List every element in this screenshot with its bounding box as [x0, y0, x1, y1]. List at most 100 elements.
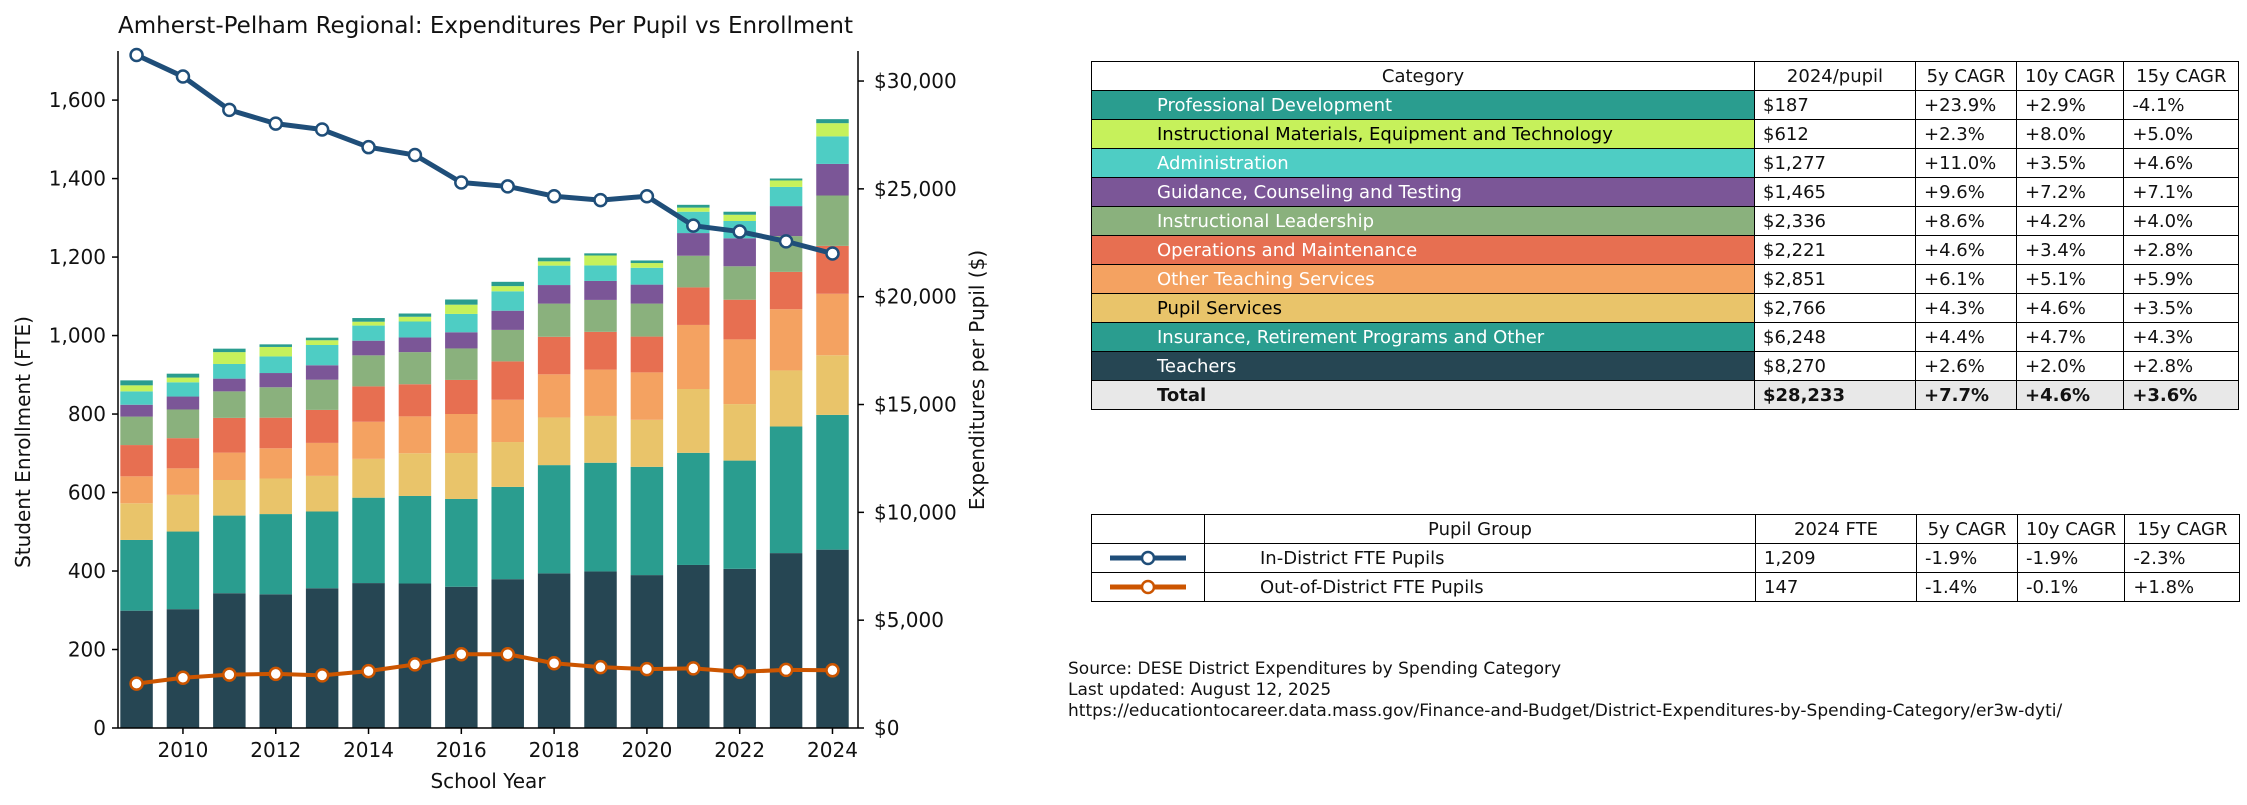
bar-segment [120, 476, 153, 504]
bar-segment [677, 287, 710, 325]
category-name: Guidance, Counseling and Testing [1091, 177, 1755, 207]
category-name: Operations and Maintenance [1091, 235, 1755, 265]
line-point [546, 188, 562, 204]
bar-segment [677, 452, 710, 565]
y-tick-label: 1,600 [49, 88, 106, 112]
bar-segment [398, 495, 432, 584]
y2-tick-label: $25,000 [874, 177, 957, 201]
bar-segment [213, 479, 246, 516]
per-pupil-value: $1,465 [1754, 177, 1916, 207]
bars-layer [120, 119, 849, 728]
bar-segment [630, 372, 664, 420]
cagr-10y: +4.6% [2015, 293, 2125, 323]
cagr-10y: -0.1% [2016, 572, 2126, 602]
bar-segment [445, 498, 478, 587]
bar-segment [213, 348, 246, 353]
cagr-15y: -4.1% [2123, 90, 2240, 120]
pupil-group-name: Out-of-District FTE Pupils [1204, 572, 1756, 602]
bar-segment [723, 211, 756, 215]
bar-segment [305, 379, 339, 410]
bar-segment [352, 340, 385, 356]
bar-segment [352, 458, 385, 498]
category-name: Pupil Services [1091, 293, 1755, 323]
bar-segment [630, 336, 664, 373]
x-axis-label: School Year [430, 769, 546, 793]
bar-segment [816, 123, 849, 137]
category-row: Administration $1,277 +11.0% +3.5% +4.6% [1091, 148, 2240, 178]
header-category: Category [1091, 61, 1755, 91]
category-name: Teachers [1091, 351, 1755, 381]
bar-segment [491, 329, 524, 362]
bar-segment [816, 136, 849, 164]
bar-segment [537, 261, 571, 266]
line-point [222, 102, 237, 118]
line-point [500, 179, 515, 194]
bar-segment [630, 575, 664, 728]
cagr-5y: -1.4% [1916, 572, 2018, 602]
category-row: Operations and Maintenance $2,221 +4.6% +3.… [1091, 235, 2240, 265]
category-name: Other Teaching Services [1091, 264, 1755, 294]
per-pupil-value: $612 [1754, 119, 1916, 149]
bar-segment [537, 374, 571, 418]
bar-segment [537, 573, 571, 728]
bar-segment [213, 391, 246, 418]
bar-segment [630, 263, 664, 268]
bar-segment [398, 337, 432, 353]
y-tick-label: 200 [68, 638, 106, 662]
category-name: Instructional Materials, Equipment and T… [1091, 119, 1755, 149]
bar-segment [305, 588, 339, 728]
bar-segment [630, 419, 664, 467]
bar-segment [398, 384, 432, 417]
header-pupil-group: Pupil Group [1204, 514, 1756, 544]
bar-segment [352, 355, 385, 387]
bar-segment [630, 260, 664, 264]
cagr-15y: +4.6% [2123, 148, 2240, 178]
cagr-10y: +4.2% [2015, 206, 2125, 236]
line-point [778, 662, 794, 678]
category-table-header: Category 2024/pupil 5y CAGR 10y CAGR 15y… [1091, 61, 2240, 91]
bar-segment [259, 387, 292, 418]
bar-segment [259, 373, 292, 388]
bar-segment [816, 549, 849, 728]
cagr-15y: -2.3% [2124, 543, 2241, 573]
line-point [407, 147, 423, 163]
line-point [593, 659, 608, 675]
bar-segment [816, 355, 849, 415]
bar-segment [352, 583, 385, 728]
bar-segment [584, 255, 617, 266]
bar-segment [537, 417, 571, 466]
y2-tick-label: $5,000 [874, 608, 944, 632]
bar-segment [723, 299, 756, 340]
cagr-10y: +2.9% [2015, 90, 2125, 120]
bar-segment [120, 416, 153, 446]
bar-segment [120, 404, 153, 417]
line-point [268, 666, 283, 682]
bar-segment [305, 344, 339, 366]
cagr-5y: +2.6% [1915, 351, 2017, 381]
bar-segment [259, 346, 292, 357]
category-table: Category 2024/pupil 5y CAGR 10y CAGR 15y… [1091, 61, 2240, 410]
cagr-10y: +7.2% [2015, 177, 2125, 207]
bar-segment [630, 267, 664, 285]
line-point [407, 657, 423, 672]
bar-segment [769, 180, 803, 187]
bar-segment [259, 448, 292, 479]
line-point [686, 661, 701, 676]
cagr-15y: +2.8% [2123, 235, 2240, 265]
category-name: Instructional Leadership [1091, 206, 1755, 236]
source-note: Source: DESE District Expenditures by Sp… [1068, 659, 2062, 722]
fte-value: 147 [1755, 572, 1917, 602]
line-point [314, 668, 330, 683]
line-point [361, 139, 376, 155]
bar-segment [166, 494, 200, 532]
header-per-pupil: 2024/pupil [1754, 61, 1916, 91]
cagr-15y: +4.3% [2123, 322, 2240, 352]
bar-segment [120, 503, 153, 540]
bar-segment [120, 539, 153, 611]
bar-segment [677, 324, 710, 389]
cagr-10y: +2.0% [2015, 351, 2125, 381]
y2-tick-label: $20,000 [874, 285, 957, 309]
x-tick-label: 2012 [250, 738, 301, 762]
per-pupil-value: $1,277 [1754, 148, 1916, 178]
category-name: Professional Development [1091, 90, 1755, 120]
